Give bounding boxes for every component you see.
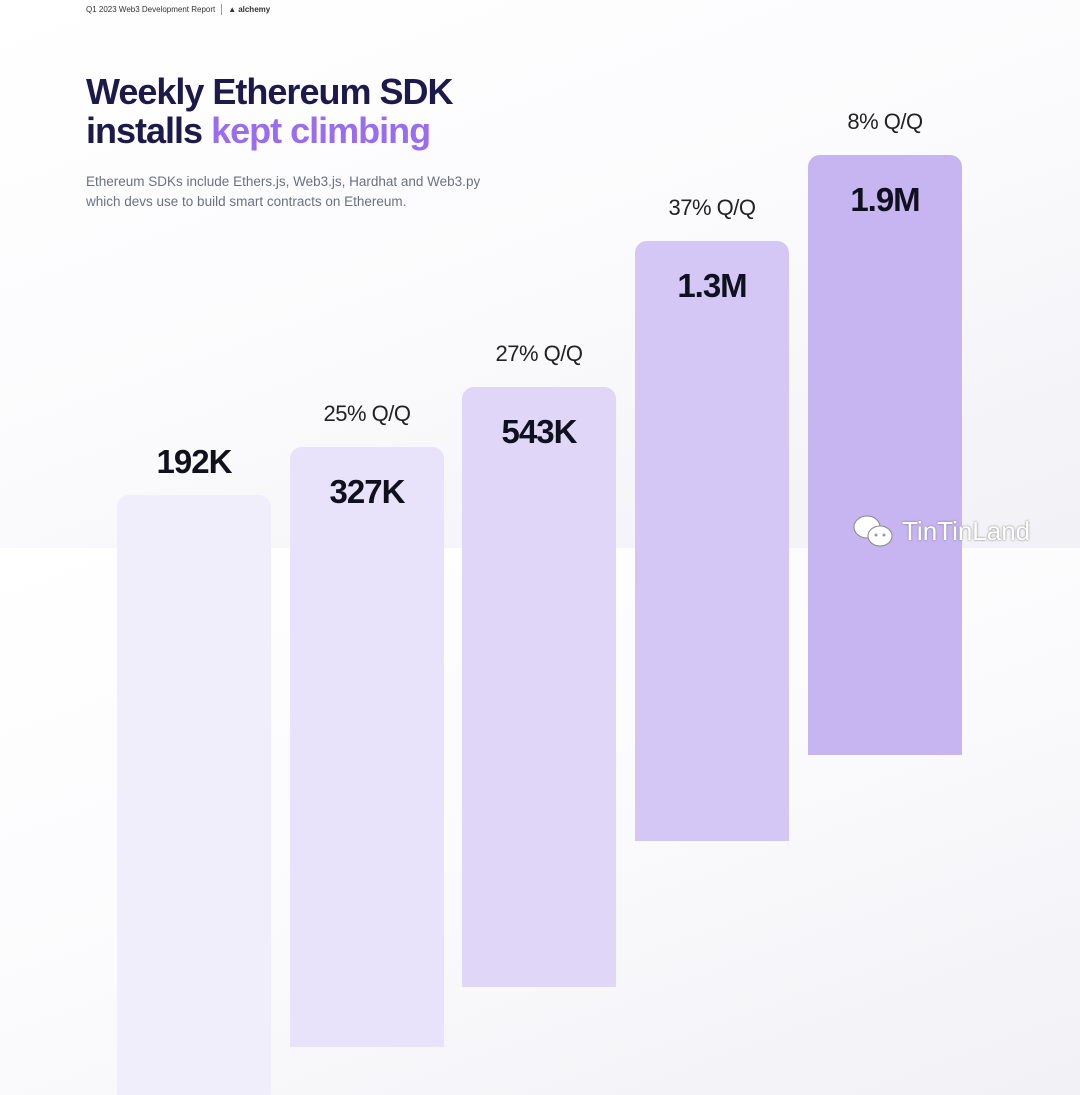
divider: [221, 4, 223, 15]
bar-Q1: [117, 495, 271, 1095]
value-label: 1.3M: [677, 267, 747, 305]
bar-Q2: [290, 446, 444, 1047]
value-label: 327K: [329, 472, 406, 510]
bar-Q5: [808, 155, 962, 756]
watermark-text: TinTinLand: [902, 515, 1031, 546]
growth-label: 27% Q/Q: [495, 341, 583, 367]
brand-name: alchemy: [238, 5, 271, 14]
title-accent: kept climbing: [211, 110, 431, 151]
title-line1: Weekly Ethereum SDK: [86, 71, 453, 112]
alchemy-icon: ▲: [228, 5, 237, 14]
report-name: Q1 2023 Web3 Development Report: [86, 5, 216, 14]
bar-Q3: [462, 387, 616, 988]
growth-label: 37% Q/Q: [668, 195, 756, 221]
title-line2: installs: [86, 110, 212, 151]
growth-label: 25% Q/Q: [323, 400, 411, 426]
page-title: Weekly Ethereum SDK installs kept climbin…: [86, 71, 453, 151]
growth-label: 8% Q/Q: [847, 109, 923, 135]
report-header: Q1 2023 Web3 Development Report ▲ alchemy: [86, 4, 270, 15]
watermark: TinTinLand: [852, 514, 1030, 548]
subtitle: Ethereum SDKs include Ethers.js, Web3.js…: [86, 174, 481, 209]
value-label: 192K: [156, 443, 233, 481]
value-label: 543K: [501, 413, 578, 451]
alchemy-logo: ▲ alchemy: [228, 5, 270, 14]
value-label: 1.9M: [850, 181, 920, 219]
wechat-icon: [853, 515, 893, 547]
bar-Q4: [635, 241, 789, 842]
